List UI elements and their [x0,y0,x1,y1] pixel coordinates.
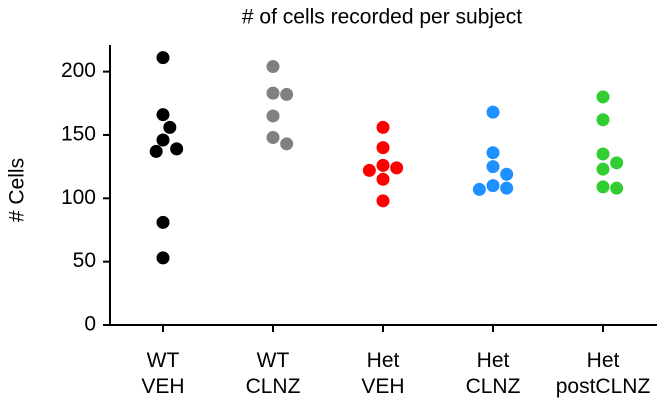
data-point [376,172,390,186]
y-tick-label: 150 [61,123,96,146]
chart-title: # of cells recorded per subject [242,6,522,29]
data-point [156,108,170,122]
data-point [362,163,376,177]
x-tick-label-line: postCLNZ [556,375,651,398]
x-tick-label: Het postCLNZ [556,349,651,398]
data-point [280,137,294,151]
x-tick-label: WT CLNZ [246,349,301,398]
data-point [610,156,624,170]
y-tick-label: 0 [84,313,96,336]
data-point [156,251,170,265]
data-point [596,162,610,176]
y-tick-label: 100 [61,186,96,209]
data-point [486,160,500,174]
data-point [610,181,624,195]
data-point [596,147,610,161]
data-point [486,105,500,119]
data-point [266,86,280,100]
y-axis-label: # Cells [6,158,29,222]
x-tick-label-line: VEH [361,375,404,398]
data-point [390,161,404,175]
x-tick-label-line: WT [257,349,290,372]
data-point [266,130,280,144]
x-tick-label: WT VEH [141,349,184,398]
data-point [266,60,280,74]
data-point [376,194,390,208]
data-point [156,51,170,65]
data-point [280,87,294,101]
data-point [163,120,177,134]
data-point [486,146,500,160]
data-point [500,181,514,195]
data-point [376,158,390,172]
data-point [149,144,163,158]
x-tick-label: Het CLNZ [466,349,521,398]
data-point [376,141,390,155]
x-tick-label-line: Het [477,349,510,372]
data-point [596,113,610,127]
x-tick-label-line: VEH [141,375,184,398]
data-point [156,133,170,147]
x-tick-label-line: Het [367,349,400,372]
data-point [596,180,610,194]
x-tick-label: Het VEH [361,349,404,398]
x-tick-label-line: Het [587,349,620,372]
data-point [486,179,500,193]
data-point [156,215,170,229]
data-point [266,109,280,123]
data-point [472,182,486,196]
data-point [500,167,514,181]
data-point [596,90,610,104]
y-tick-label: 200 [61,59,96,82]
data-point [170,142,184,156]
data-point [376,120,390,134]
x-tick-label-line: CLNZ [246,375,301,398]
x-tick-label-line: CLNZ [466,375,521,398]
x-tick-label-line: WT [147,349,180,372]
y-tick-label: 50 [73,249,96,272]
